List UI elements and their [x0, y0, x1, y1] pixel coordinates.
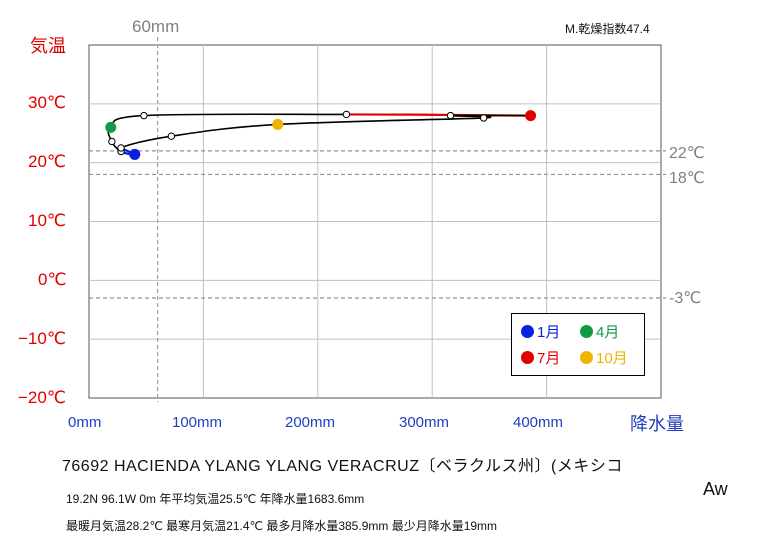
x-tick-label: 0mm [68, 414, 102, 431]
month-point-highlight [105, 121, 117, 133]
ref-label-22c: 22℃ [669, 145, 705, 162]
x-tick-label: 400mm [513, 414, 564, 431]
legend-dot-icon [521, 325, 534, 338]
legend-label: 7月 [537, 350, 561, 367]
month-point-highlight [129, 148, 141, 160]
legend-dot-icon [580, 351, 593, 364]
y-axis-title: 気温 [30, 36, 66, 56]
y-tick-label: 20℃ [28, 152, 67, 171]
month-points [105, 110, 537, 160]
y-tick-label: −10℃ [18, 329, 66, 348]
y-tick-label: 0℃ [38, 270, 67, 289]
month-point-highlight [525, 110, 537, 122]
legend: 1月 4月 7月 10月 [511, 313, 645, 376]
climate-code: Aw [703, 479, 728, 499]
station-info-line1: 19.2N 96.1W 0m 年平均気温25.5℃ 年降水量1683.6mm [66, 492, 365, 506]
ref-label-18c: 18℃ [669, 170, 705, 187]
reference-lines [89, 37, 666, 402]
station-title: 76692 HACIENDA YLANG YLANG VERACRUZ〔ベラクル… [62, 458, 623, 475]
month-point [479, 114, 488, 122]
curve-segment [171, 123, 278, 137]
x-tick-label: 200mm [285, 414, 336, 431]
month-point-highlight [272, 118, 284, 130]
month-point [108, 137, 116, 146]
legend-item-apr: 4月 [580, 321, 619, 342]
month-point [167, 132, 176, 140]
month-point [117, 144, 125, 152]
month-point [140, 111, 148, 120]
y-tick-label: −20℃ [18, 388, 66, 407]
precip-60mm-marker-label: 60mm [132, 17, 180, 36]
curve-segment [143, 113, 347, 117]
x-tick-label: 300mm [399, 414, 450, 431]
grid-lines [89, 45, 661, 398]
legend-item-oct: 10月 [580, 347, 628, 368]
curve-segment [277, 117, 484, 126]
legend-item-jan: 1月 [521, 321, 560, 342]
legend-dot-icon [521, 351, 534, 364]
legend-label: 4月 [596, 324, 620, 341]
x-tick-label: 100mm [172, 414, 223, 431]
y-tick-label: 10℃ [28, 211, 67, 230]
legend-dot-icon [580, 325, 593, 338]
ref-label-minus3c: -3℃ [669, 290, 702, 307]
legend-item-jul: 7月 [521, 347, 560, 368]
aridity-index: M.乾燥指数47.4 [565, 22, 650, 36]
legend-label: 10月 [596, 350, 628, 367]
legend-label: 1月 [537, 324, 561, 341]
month-point [446, 111, 455, 120]
month-point [342, 110, 351, 119]
station-info-line2: 最暖月気温28.2℃ 最寒月気温21.4℃ 最多月降水量385.9mm 最少月降… [66, 519, 498, 533]
x-axis-title: 降水量 [630, 414, 684, 434]
y-tick-label: 30℃ [28, 93, 67, 112]
